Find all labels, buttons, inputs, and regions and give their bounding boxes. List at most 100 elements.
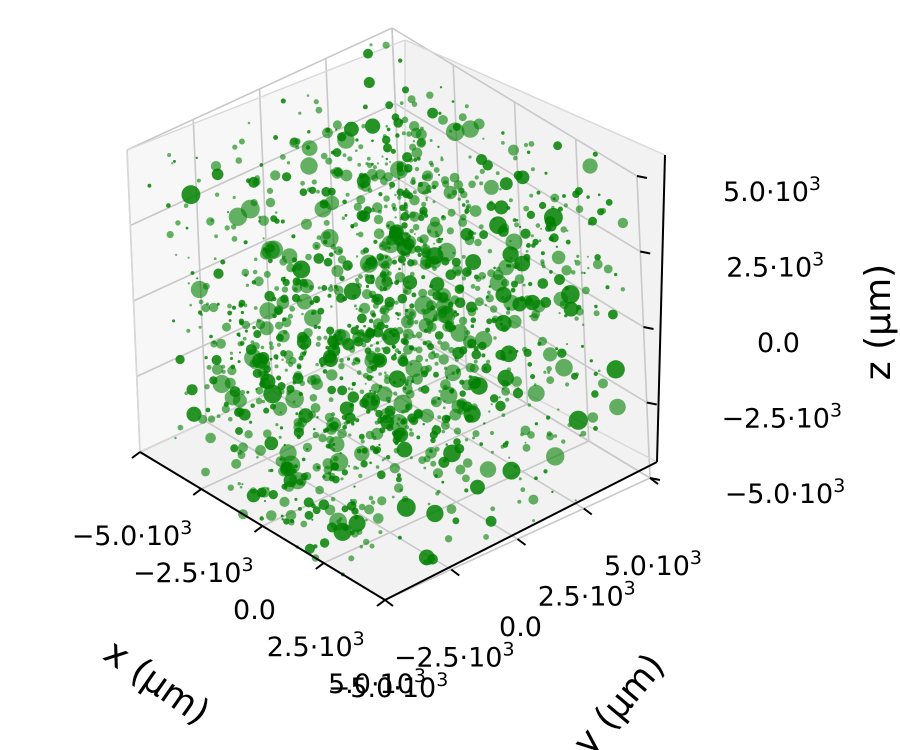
data-point — [348, 555, 355, 562]
data-point — [345, 192, 350, 197]
data-point — [267, 258, 273, 264]
data-point — [235, 157, 243, 164]
data-point — [523, 142, 529, 148]
data-point — [554, 274, 565, 285]
data-point — [186, 384, 198, 396]
data-point — [468, 155, 472, 159]
data-point — [392, 206, 396, 210]
data-point — [292, 257, 297, 263]
data-point — [444, 321, 453, 330]
data-point — [316, 416, 319, 419]
data-point — [553, 434, 558, 438]
data-point — [301, 218, 312, 230]
data-point — [323, 257, 333, 267]
data-point — [493, 266, 496, 270]
data-point — [502, 461, 521, 480]
data-point — [239, 351, 241, 354]
data-point — [506, 306, 511, 311]
data-point — [408, 234, 411, 238]
data-point — [308, 285, 314, 290]
data-point — [281, 286, 289, 293]
data-point — [340, 477, 344, 481]
data-point — [292, 260, 311, 279]
data-point — [263, 429, 272, 439]
data-point — [462, 458, 473, 468]
data-point — [318, 434, 327, 443]
data-point — [461, 276, 467, 281]
data-point — [397, 255, 406, 264]
data-point — [280, 98, 286, 104]
data-point — [459, 346, 468, 355]
data-point — [355, 138, 359, 142]
data-point — [221, 404, 230, 414]
data-point — [197, 310, 203, 315]
data-point — [301, 457, 306, 462]
data-point — [282, 172, 292, 182]
data-point — [444, 364, 462, 382]
data-point — [272, 296, 277, 302]
data-point — [418, 214, 425, 221]
x-tick — [192, 488, 202, 496]
data-point — [497, 369, 514, 387]
data-point — [388, 370, 406, 388]
y-tick — [583, 507, 593, 516]
data-point — [310, 403, 321, 413]
data-point — [427, 343, 434, 351]
pane-edge — [126, 39, 406, 151]
data-point — [409, 211, 416, 219]
data-point — [385, 101, 394, 110]
data-point — [548, 236, 554, 242]
data-point — [231, 458, 242, 469]
data-point — [301, 312, 304, 316]
data-point — [540, 227, 543, 230]
data-point — [400, 337, 408, 345]
z-tick — [636, 175, 648, 179]
data-point — [313, 295, 321, 303]
data-point — [397, 417, 401, 421]
data-point — [282, 255, 286, 259]
data-point — [540, 297, 552, 308]
data-point — [433, 371, 439, 378]
data-point — [574, 187, 583, 196]
data-point — [394, 193, 397, 197]
data-point — [342, 425, 347, 430]
data-point — [479, 181, 484, 186]
data-point — [333, 167, 343, 177]
data-point — [438, 306, 456, 324]
data-point — [398, 58, 403, 63]
data-point — [331, 265, 344, 277]
data-point — [501, 413, 506, 417]
data-point — [289, 305, 296, 312]
data-point — [430, 277, 445, 292]
data-point — [382, 327, 401, 346]
x-tick-label: −5.0·103 — [72, 517, 193, 552]
data-point — [464, 208, 470, 214]
data-point — [370, 500, 376, 505]
data-point — [253, 330, 262, 338]
data-point — [555, 347, 558, 351]
data-point — [453, 427, 462, 435]
data-point — [531, 309, 540, 319]
data-point — [427, 107, 438, 119]
data-point — [575, 205, 584, 213]
data-point — [372, 165, 377, 170]
data-point — [543, 469, 548, 474]
data-point — [391, 354, 397, 361]
data-point — [315, 106, 323, 114]
data-point — [402, 263, 406, 266]
data-point — [296, 478, 304, 486]
data-point — [424, 328, 429, 333]
data-point — [442, 406, 446, 410]
z-tick-label: 0.0 — [757, 328, 800, 359]
data-point — [315, 485, 324, 495]
data-point — [405, 237, 410, 242]
z-tick-label: −2.5·103 — [721, 400, 842, 435]
y-axis-line — [384, 461, 658, 601]
data-point — [447, 208, 456, 217]
data-point — [422, 423, 425, 426]
data-point — [264, 436, 279, 451]
data-point — [473, 231, 477, 235]
data-point — [358, 433, 365, 440]
data-point — [382, 346, 391, 355]
data-point — [356, 448, 362, 454]
